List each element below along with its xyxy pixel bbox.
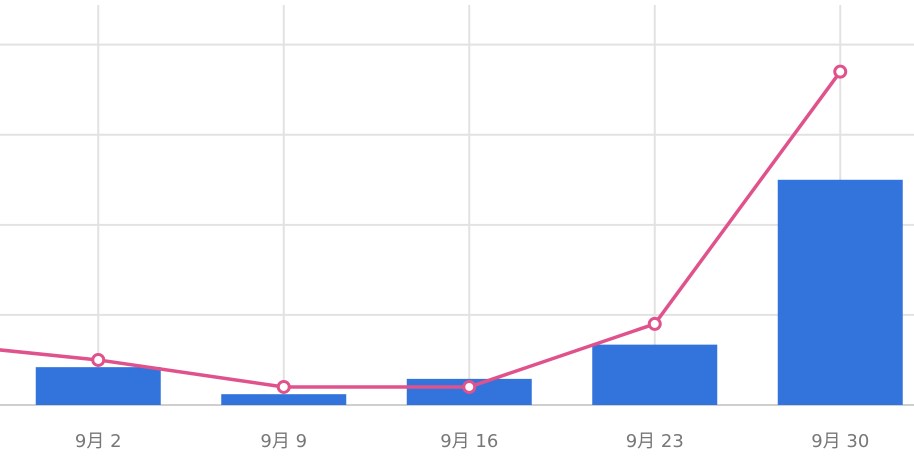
line-point — [276, 379, 291, 394]
x-tick-label: 9月 2 — [75, 431, 122, 452]
line-point — [462, 379, 477, 394]
bar — [777, 179, 903, 405]
bar — [592, 344, 718, 405]
line-point — [91, 352, 106, 367]
line-point — [833, 64, 848, 79]
line — [0, 70, 842, 389]
bar — [35, 367, 161, 405]
x-tick-label: 9月 30 — [811, 431, 869, 452]
x-tick-label: 9月 23 — [626, 431, 684, 452]
x-tick-label: 9月 9 — [260, 431, 307, 452]
bar — [221, 394, 347, 405]
line-point — [647, 316, 662, 331]
x-tick-label: 9月 16 — [440, 431, 498, 452]
